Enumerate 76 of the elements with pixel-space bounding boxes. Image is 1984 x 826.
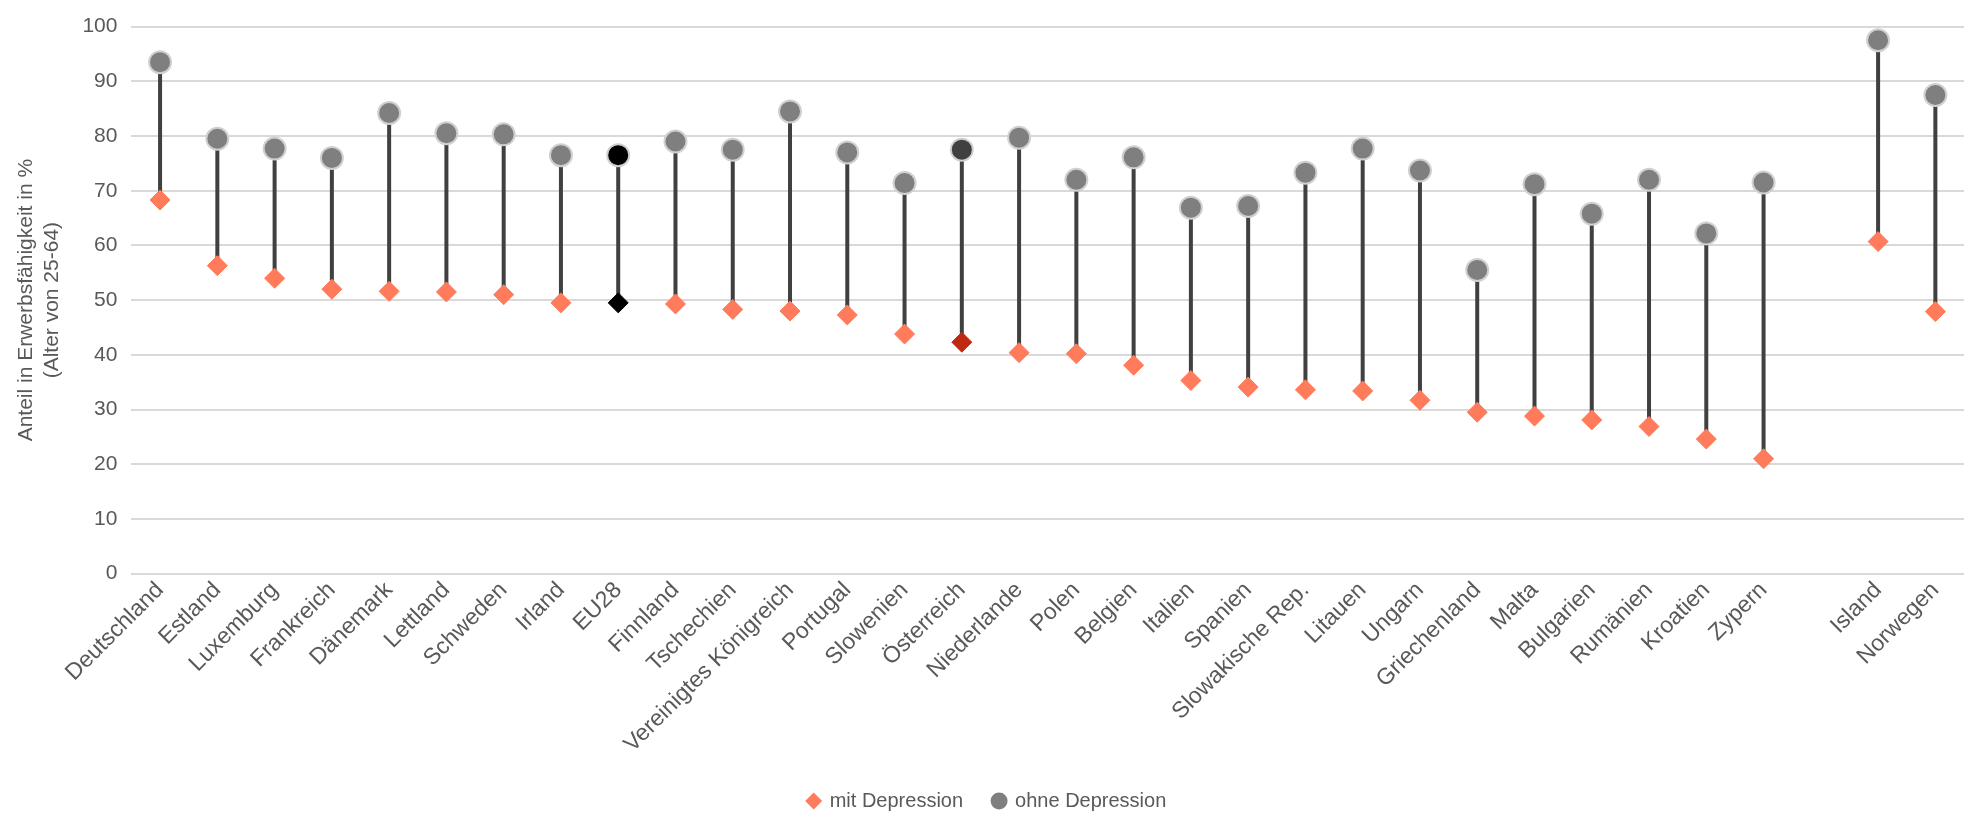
point <box>491 122 516 147</box>
point <box>1352 380 1374 402</box>
point <box>1465 258 1490 283</box>
y-tick-label: 0 <box>105 560 118 584</box>
point <box>1236 194 1261 219</box>
point <box>1008 342 1030 364</box>
point <box>1522 172 1547 197</box>
y-tick-label: 80 <box>94 122 118 146</box>
point <box>607 292 629 314</box>
point <box>1694 221 1719 246</box>
point <box>1466 401 1488 423</box>
point <box>1751 170 1776 195</box>
point <box>434 121 459 146</box>
y-tick-label: 70 <box>94 177 118 201</box>
point <box>1753 448 1775 470</box>
y-tick-label: 20 <box>94 451 118 475</box>
point <box>1064 167 1089 192</box>
point <box>319 145 344 170</box>
point <box>1581 409 1603 431</box>
point <box>1579 201 1604 226</box>
point <box>720 137 745 162</box>
point <box>1294 379 1316 401</box>
point <box>550 292 572 314</box>
point <box>1523 405 1545 427</box>
point <box>836 304 858 326</box>
point <box>835 140 860 165</box>
point <box>1350 136 1375 161</box>
y-tick-label: 90 <box>94 68 118 92</box>
point <box>892 171 917 196</box>
point <box>1695 428 1717 450</box>
point <box>548 143 573 168</box>
point <box>779 300 801 322</box>
point <box>205 126 230 151</box>
point <box>1637 167 1662 192</box>
point <box>377 101 402 126</box>
point <box>435 281 457 303</box>
point <box>663 129 688 154</box>
point <box>149 189 171 211</box>
y-tick-label: 30 <box>94 396 118 420</box>
legend-label: ohne Depression <box>1015 788 1167 811</box>
point <box>1867 231 1889 253</box>
point <box>722 298 744 320</box>
y-tick-label: 40 <box>94 341 118 365</box>
point <box>1007 125 1032 150</box>
point <box>894 323 916 345</box>
point <box>1409 389 1431 411</box>
point <box>951 331 973 353</box>
point <box>493 284 515 306</box>
point <box>1866 28 1891 53</box>
y-tick-label: 60 <box>94 232 118 256</box>
legend-label: mit Depression <box>829 788 964 811</box>
point <box>1293 160 1318 185</box>
point <box>1121 145 1146 170</box>
point <box>321 278 343 300</box>
point <box>206 255 228 277</box>
y-tick-label: 50 <box>94 286 118 310</box>
point <box>1123 354 1145 376</box>
y-tick-label: 10 <box>94 505 118 529</box>
y-axis-title: Anteil in Erwerbsfähigkeit in % (Alter von 25-64) <box>13 158 62 442</box>
point <box>949 137 974 162</box>
point <box>664 293 686 315</box>
point <box>1638 416 1660 437</box>
point <box>148 50 173 75</box>
point <box>1924 301 1946 323</box>
point <box>1180 370 1202 392</box>
point <box>264 267 286 289</box>
point <box>262 136 287 161</box>
y-tick-label: 100 <box>82 13 118 37</box>
point <box>378 280 400 302</box>
point <box>1065 343 1087 365</box>
point <box>1178 195 1203 220</box>
point <box>1923 82 1948 107</box>
point <box>778 99 803 124</box>
point <box>606 143 631 168</box>
point <box>1237 376 1259 398</box>
point <box>1407 158 1432 183</box>
